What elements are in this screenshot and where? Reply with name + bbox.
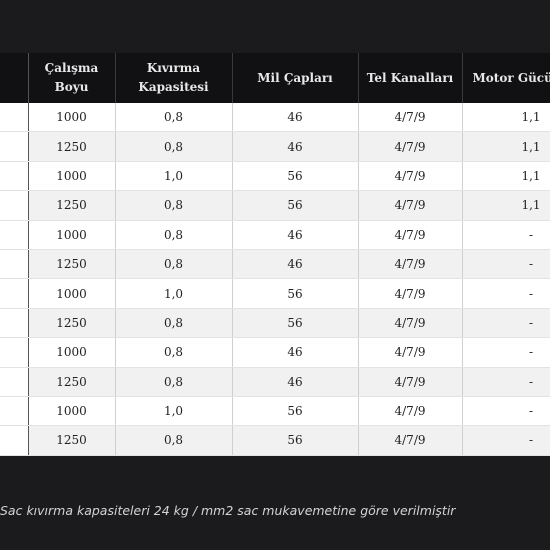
header-cell-kivirma-kapasitesi: Kıvırma Kapasitesi [114, 53, 233, 103]
table-row: 1250 0,8 56 4/7/9- [0, 308, 550, 339]
header-cell-tel-kanallari: Tel Kanalları [357, 53, 463, 103]
table-header-row: Çalışma Boyu Kıvırma Kapasitesi Mil Çapl… [0, 53, 550, 103]
spec-table-container[interactable]: Çalışma Boyu Kıvırma Kapasitesi Mil Çapl… [0, 53, 550, 456]
cell-mil-caplari: 56 [231, 161, 359, 192]
header-label-kivirma-kapasitesi: Kıvırma Kapasitesi [138, 61, 209, 94]
cell-motor-gucu: - [461, 425, 550, 456]
cell-motor-gucu: 1,1 [461, 161, 550, 192]
cell-calisma-boyu: 1000 [27, 103, 116, 133]
cell-mil-caplari: 56 [231, 278, 359, 309]
cell-calisma-boyu: 1250 [27, 308, 116, 339]
cell-kivirma-kapasitesi: 0,8 [114, 249, 233, 280]
cell-mil-caplari: 56 [231, 190, 359, 221]
cell-mil-caplari: 46 [231, 249, 359, 280]
cell-tel-kanallari: 4/7/9 [357, 337, 463, 368]
cell-model [0, 425, 29, 456]
cell-motor-gucu: - [461, 367, 550, 397]
table-row: 1250 0,8 56 4/7/9 1,1 [0, 190, 550, 221]
cell-motor-gucu: - [461, 220, 550, 250]
cell-tel-kanallari: 4/7/9 [357, 425, 463, 456]
cell-model [0, 103, 29, 133]
cell-model [0, 131, 29, 162]
table-row: 1250 0,8 46 4/7/9- [0, 249, 550, 280]
cell-tel-kanallari: 4/7/9 [357, 278, 463, 309]
cell-tel-kanallari: 4/7/9 [357, 308, 463, 339]
footer-bar [0, 456, 550, 550]
cell-motor-gucu: 1,1 [461, 103, 550, 133]
cell-tel-kanallari: 4/7/9 [357, 103, 463, 133]
cell-mil-caplari: 46 [231, 103, 359, 133]
table-row: 1000 1,0 56 4/7/9 1,1 [0, 161, 550, 192]
cell-calisma-boyu: 1250 [27, 249, 116, 280]
cell-kivirma-kapasitesi: 0,8 [114, 190, 233, 221]
header-cell-motor-gucu: Motor Gücü [461, 53, 550, 103]
cell-kivirma-kapasitesi: 0,8 [114, 103, 233, 133]
cell-model [0, 220, 29, 250]
cell-calisma-boyu: 1000 [27, 220, 116, 250]
cell-mil-caplari: 56 [231, 308, 359, 339]
table-row: 1000 0,8 46 4/7/9- [0, 337, 550, 368]
cell-motor-gucu: - [461, 278, 550, 309]
cell-motor-gucu: 1,1 [461, 190, 550, 221]
cell-kivirma-kapasitesi: 0,8 [114, 337, 233, 368]
cell-kivirma-kapasitesi: 1,0 [114, 161, 233, 192]
cell-calisma-boyu: 1250 [27, 367, 116, 397]
cell-motor-gucu: - [461, 249, 550, 280]
cell-model [0, 337, 29, 368]
cell-model [0, 367, 29, 397]
spec-table: Çalışma Boyu Kıvırma Kapasitesi Mil Çapl… [0, 53, 550, 456]
cell-kivirma-kapasitesi: 1,0 [114, 278, 233, 309]
cell-tel-kanallari: 4/7/9 [357, 249, 463, 280]
cell-model [0, 249, 29, 280]
cell-motor-gucu: - [461, 308, 550, 339]
cell-tel-kanallari: 4/7/9 [357, 220, 463, 250]
cell-mil-caplari: 46 [231, 337, 359, 368]
table-body: 1000 0,8 46 4/7/9 1,1 1250 0,8 46 4/7/9 1,1 1000 1,… [0, 103, 550, 456]
cell-calisma-boyu: 1000 [27, 278, 116, 309]
header-label-calisma-boyu: Çalışma Boyu [44, 61, 99, 94]
cell-tel-kanallari: 4/7/9 [357, 190, 463, 221]
cell-motor-gucu: - [461, 337, 550, 368]
cell-tel-kanallari: 4/7/9 [357, 367, 463, 397]
table-row: 1000 1,0 56 4/7/9- [0, 396, 550, 427]
cell-kivirma-kapasitesi: 0,8 [114, 220, 233, 250]
cell-model [0, 190, 29, 221]
cell-kivirma-kapasitesi: 0,8 [114, 425, 233, 456]
header-cell-model [0, 53, 29, 103]
cell-mil-caplari: 46 [231, 367, 359, 397]
cell-calisma-boyu: 1000 [27, 161, 116, 192]
cell-calisma-boyu: 1250 [27, 190, 116, 221]
cell-calisma-boyu: 1000 [27, 337, 116, 368]
table-row: 1250 0,8 46 4/7/9 1,1 [0, 131, 550, 162]
cell-mil-caplari: 46 [231, 220, 359, 250]
cell-tel-kanallari: 4/7/9 [357, 131, 463, 162]
header-cell-mil-caplari: Mil Çapları [231, 53, 359, 103]
table-row: 1250 0,8 46 4/7/9- [0, 367, 550, 397]
cell-motor-gucu: - [461, 396, 550, 427]
cell-kivirma-kapasitesi: 1,0 [114, 396, 233, 427]
table-row: 1000 1,0 56 4/7/9- [0, 278, 550, 309]
cell-calisma-boyu: 1000 [27, 396, 116, 427]
cell-model [0, 161, 29, 192]
cell-calisma-boyu: 1250 [27, 131, 116, 162]
cell-tel-kanallari: 4/7/9 [357, 161, 463, 192]
table-row: 1000 0,8 46 4/7/9- [0, 220, 550, 250]
cell-model [0, 308, 29, 339]
header-cell-calisma-boyu: Çalışma Boyu [27, 53, 116, 103]
cell-kivirma-kapasitesi: 0,8 [114, 367, 233, 397]
cell-calisma-boyu: 1250 [27, 425, 116, 456]
cell-mil-caplari: 56 [231, 425, 359, 456]
cell-model [0, 278, 29, 309]
cell-kivirma-kapasitesi: 0,8 [114, 308, 233, 339]
capacity-note: Sac kıvırma kapasiteleri 24 kg / mm2 sac… [0, 503, 456, 518]
cell-motor-gucu: 1,1 [461, 131, 550, 162]
cell-model [0, 396, 29, 427]
cell-mil-caplari: 46 [231, 131, 359, 162]
table-row: 1000 0,8 46 4/7/9 1,1 [0, 103, 550, 133]
cell-mil-caplari: 56 [231, 396, 359, 427]
cell-tel-kanallari: 4/7/9 [357, 396, 463, 427]
table-row: 1250 0,8 56 4/7/9- [0, 425, 550, 456]
cell-kivirma-kapasitesi: 0,8 [114, 131, 233, 162]
